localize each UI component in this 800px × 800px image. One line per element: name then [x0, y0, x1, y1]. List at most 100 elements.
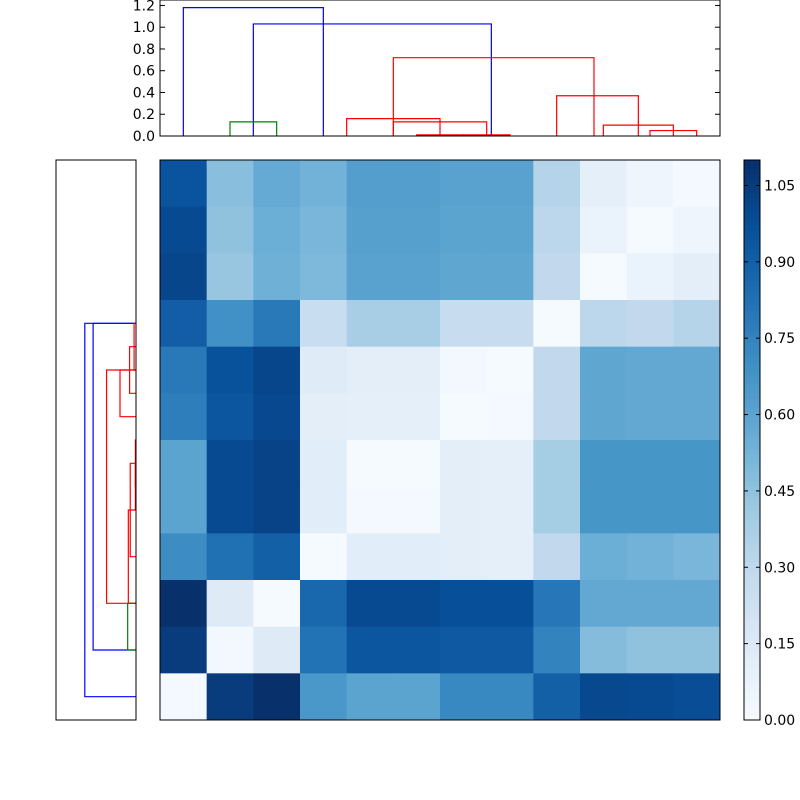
- heatmap-cell: [160, 160, 208, 208]
- colorbar-segment: [744, 370, 760, 376]
- heatmap-cell: [253, 300, 301, 348]
- heatmap-cell: [393, 160, 441, 208]
- colorbar-segment: [744, 584, 760, 590]
- colorbar-segment: [744, 239, 760, 245]
- colorbar-segment: [744, 542, 760, 548]
- left-dendrogram: [55, 159, 137, 721]
- heatmap-cell: [253, 440, 301, 488]
- heatmap-cell: [206, 626, 254, 674]
- colorbar-segment: [744, 342, 760, 348]
- heatmap-cell: [393, 253, 441, 301]
- colorbar-segment: [744, 486, 760, 492]
- heatmap-cell: [533, 393, 581, 441]
- heatmap-cell: [206, 206, 254, 254]
- left-dendrogram-link: [129, 346, 136, 394]
- heatmap-cell: [626, 440, 674, 488]
- heatmap-cell: [206, 300, 254, 348]
- colorbar-segment: [744, 169, 760, 175]
- colorbar-segment: [744, 547, 760, 553]
- heatmap-cell: [160, 673, 208, 721]
- left-dendrogram-frame: [55, 159, 137, 721]
- heatmap-cell: [580, 580, 628, 628]
- top-dendrogram-tick-label: 0.0: [133, 129, 155, 145]
- colorbar-segment: [744, 407, 760, 413]
- heatmap-cell: [393, 393, 441, 441]
- top-dendrogram-link: [252, 23, 492, 136]
- left-dendrogram-link: [129, 462, 136, 558]
- heatmap-cell: [440, 346, 488, 394]
- heatmap-cell: [440, 580, 488, 628]
- colorbar-segment: [744, 230, 760, 236]
- heatmap-cell: [486, 580, 534, 628]
- heatmap-cell: [393, 206, 441, 254]
- colorbar-segment: [744, 598, 760, 604]
- colorbar-segment: [744, 174, 760, 180]
- colorbar-segment: [744, 398, 760, 404]
- heatmap-cell: [580, 393, 628, 441]
- heatmap-cell: [253, 253, 301, 301]
- colorbar-segment: [744, 295, 760, 301]
- colorbar-segment: [744, 524, 760, 530]
- heatmap-cell: [346, 346, 394, 394]
- colorbar-segment: [744, 337, 760, 343]
- colorbar-segment: [744, 309, 760, 315]
- heatmap-cell: [300, 160, 348, 208]
- colorbar-segment: [744, 384, 760, 390]
- colorbar-segment: [744, 416, 760, 422]
- colorbar-segment: [744, 500, 760, 506]
- heatmap-cell: [626, 300, 674, 348]
- colorbar-segment: [744, 300, 760, 306]
- heatmap-cell: [533, 206, 581, 254]
- colorbar-segment: [744, 393, 760, 399]
- colorbar-segment: [744, 468, 760, 474]
- heatmap-cell: [346, 533, 394, 581]
- colorbar-segment: [744, 556, 760, 562]
- colorbar-segment: [744, 192, 760, 198]
- colorbar-segment: [744, 412, 760, 418]
- heatmap-cell: [533, 346, 581, 394]
- left-dendrogram-link: [105, 369, 136, 604]
- colorbar-segment: [744, 281, 760, 287]
- heatmap-cell: [300, 440, 348, 488]
- heatmap-cell: [486, 440, 534, 488]
- heatmap-cell: [206, 393, 254, 441]
- heatmap-cell: [346, 486, 394, 534]
- heatmap-cell: [300, 626, 348, 674]
- heatmap-cell: [253, 673, 301, 721]
- colorbar-segment: [744, 272, 760, 278]
- colorbar-segment: [744, 216, 760, 222]
- heatmap-cell: [486, 253, 534, 301]
- colorbar-segment: [744, 514, 760, 520]
- colorbar-segment: [744, 612, 760, 618]
- heatmap-cell: [206, 673, 254, 721]
- colorbar-segment: [744, 290, 760, 296]
- heatmap-cell: [626, 206, 674, 254]
- heatmap-cell: [160, 393, 208, 441]
- heatmap-cell: [253, 160, 301, 208]
- heatmap-cell: [673, 533, 721, 581]
- heatmap-cell: [486, 626, 534, 674]
- colorbar-segment: [744, 472, 760, 478]
- heatmap-cell: [206, 160, 254, 208]
- heatmap-cell: [626, 580, 674, 628]
- heatmap-cell: [346, 206, 394, 254]
- heatmap-cell: [206, 486, 254, 534]
- colorbar-segment: [744, 701, 760, 707]
- heatmap-cell: [673, 393, 721, 441]
- heatmap-cell: [300, 673, 348, 721]
- top-dendrogram-link: [392, 121, 488, 136]
- heatmap-cell: [626, 253, 674, 301]
- heatmap-frame: [159, 159, 721, 721]
- colorbar: 0.00 0.15 0.30 0.45 0.60 0.75 0.90 1.05: [743, 159, 795, 729]
- heatmap-cell: [673, 440, 721, 488]
- colorbar-segment: [744, 458, 760, 464]
- left-dendrogram-link: [119, 369, 136, 418]
- colorbar-segment: [744, 276, 760, 282]
- heatmap-cell: [533, 253, 581, 301]
- colorbar-segment: [744, 650, 760, 656]
- colorbar-segment: [744, 379, 760, 385]
- heatmap-cell: [580, 673, 628, 721]
- colorbar-segment: [744, 491, 760, 497]
- top-dendrogram-tick-label: 1.2: [133, 0, 155, 14]
